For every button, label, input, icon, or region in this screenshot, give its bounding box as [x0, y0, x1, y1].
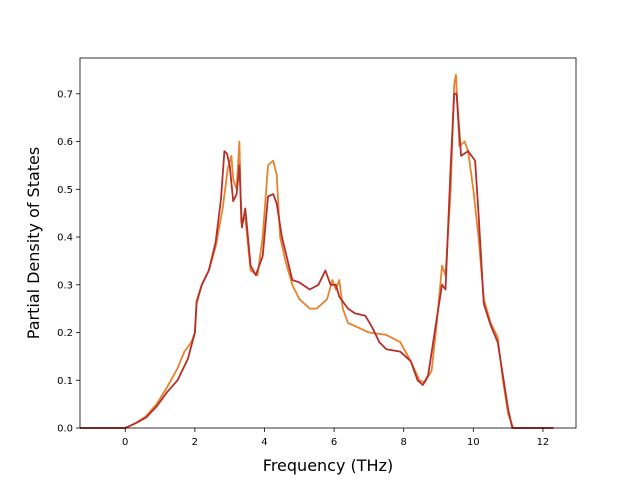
- y-axis-ticks: 0.0 0.1 0.2 0.3 0.4 0.5 0.6 0.7: [57, 89, 80, 435]
- y-tick-label: 0.7: [57, 89, 73, 100]
- x-axis-ticks: 0 2 4 6 8 10 12: [122, 428, 549, 448]
- y-tick-label: 0.2: [57, 328, 73, 339]
- x-tick-label: 12: [537, 437, 550, 448]
- x-tick-label: 0: [122, 437, 128, 448]
- x-tick-label: 10: [467, 437, 480, 448]
- y-axis-label: Partial Density of States: [24, 147, 43, 339]
- y-tick-label: 0.0: [57, 424, 73, 435]
- x-tick-label: 4: [261, 437, 267, 448]
- x-tick-label: 8: [401, 437, 407, 448]
- y-tick-label: 0.6: [57, 137, 73, 148]
- y-tick-label: 0.5: [57, 185, 73, 196]
- plot-lines: [80, 73, 554, 429]
- y-tick-label: 0.1: [57, 376, 73, 387]
- x-tick-label: 2: [192, 437, 198, 448]
- x-axis-label: Frequency (THz): [263, 456, 393, 475]
- x-tick-label: 6: [331, 437, 337, 448]
- series-line-2: [80, 92, 554, 429]
- plot-area-frame: [79, 57, 577, 429]
- y-tick-label: 0.3: [57, 280, 73, 291]
- y-tick-label: 0.4: [57, 233, 73, 244]
